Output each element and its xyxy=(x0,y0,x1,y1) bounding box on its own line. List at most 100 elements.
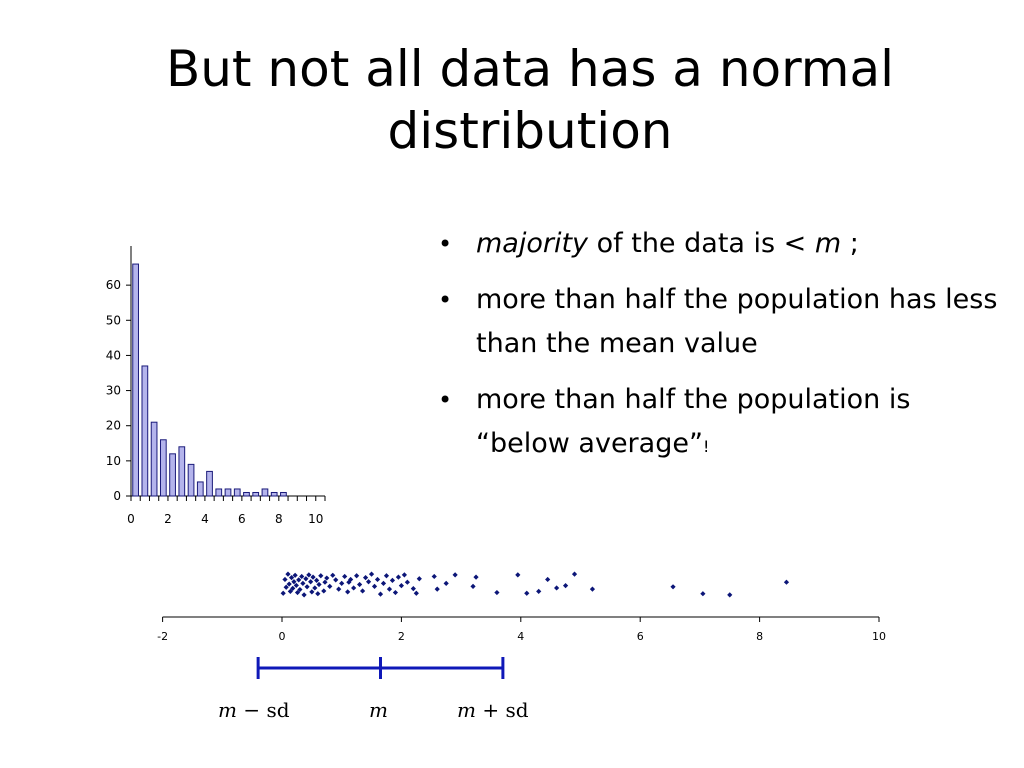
scatter-point xyxy=(589,586,596,592)
histogram-y-tick-label: 20 xyxy=(106,419,121,433)
scatter-point xyxy=(312,585,318,591)
scatter-point xyxy=(389,577,396,583)
scatter-point xyxy=(524,590,530,596)
bullet-dot: • xyxy=(438,386,453,414)
scatter-point xyxy=(346,579,352,585)
scatter-point xyxy=(342,573,348,580)
scatter-point xyxy=(318,573,324,579)
label-m-plus-sd: m + sd xyxy=(457,698,529,722)
scatter-point xyxy=(301,592,307,598)
scatter-point xyxy=(327,583,333,589)
scatter-point xyxy=(536,588,542,594)
histogram-bar xyxy=(233,488,241,497)
scatter-point xyxy=(452,572,458,578)
scatter-point xyxy=(670,584,676,590)
histogram-bar xyxy=(261,488,269,497)
histogram-x-tick-label: 0 xyxy=(127,512,135,526)
histogram-bar xyxy=(150,421,158,497)
scatter-x-tick-label: -2 xyxy=(157,630,168,643)
scatter-point xyxy=(374,576,381,583)
histogram-bar xyxy=(178,446,186,497)
scatter-point xyxy=(365,579,372,585)
scatter-point xyxy=(324,575,330,581)
scatter-point xyxy=(336,586,342,592)
histogram-bar xyxy=(206,470,213,497)
scatter-point xyxy=(700,591,706,597)
scatter-point xyxy=(431,573,437,580)
scatter-x-tick-label: 10 xyxy=(872,630,886,643)
scatter-point xyxy=(494,589,500,596)
histogram-y-tick-label: 40 xyxy=(106,348,121,362)
scatter-point xyxy=(291,579,297,585)
histogram-bar xyxy=(280,491,287,497)
bullet-tail: ; xyxy=(841,228,859,259)
scatter-point xyxy=(395,574,402,580)
histogram-bar xyxy=(252,491,260,497)
scatter-x-tick-label: 0 xyxy=(279,630,286,643)
scatter-point xyxy=(339,580,345,586)
scatter-point xyxy=(304,584,310,590)
histogram-y-tick-label: 10 xyxy=(106,454,121,468)
histogram-bar xyxy=(159,439,167,497)
label-plus-sd-text: + sd xyxy=(475,698,529,722)
scatter-point xyxy=(359,588,366,594)
scatter-point xyxy=(309,589,315,595)
label-m-mean: m xyxy=(369,698,388,722)
scatter-point xyxy=(314,577,320,583)
bullet-dot: • xyxy=(438,230,453,258)
bullet-exclamation: ! xyxy=(702,437,710,456)
scatter-point xyxy=(398,583,404,589)
label-minus-sd-text: − sd xyxy=(236,698,290,722)
label-m-symbol: m xyxy=(457,698,476,722)
scatter-point xyxy=(316,581,322,588)
scatter-point xyxy=(308,579,314,585)
bullet-text: of the data is < xyxy=(588,228,815,259)
scatter-point xyxy=(470,583,476,589)
histogram-bar xyxy=(187,463,195,497)
scatter-x-tick-label: 2 xyxy=(398,630,405,643)
histogram-bar xyxy=(141,365,149,497)
scatter-point xyxy=(330,572,336,578)
scatter-point xyxy=(562,583,569,589)
scatter-point xyxy=(348,576,354,583)
label-m-symbol: m xyxy=(218,698,237,722)
bullet-text: more than half the population has less t… xyxy=(476,284,998,359)
scatter-point xyxy=(294,589,301,596)
histogram-bar xyxy=(196,481,204,497)
scatter-point xyxy=(727,592,733,598)
scatter-point xyxy=(310,574,316,580)
label-m-symbol: m xyxy=(369,698,388,722)
scatter-point xyxy=(404,579,410,585)
scatter-point xyxy=(783,579,790,585)
scatter-point xyxy=(288,575,295,581)
scatter-point xyxy=(351,585,357,591)
scatter-point xyxy=(290,585,296,592)
label-m-minus-sd: m − sd xyxy=(218,698,290,722)
scatter-x-tick-label: 6 xyxy=(637,630,644,643)
histogram-y-tick-label: 60 xyxy=(106,278,121,292)
scatter-point xyxy=(280,590,286,596)
scatter-point xyxy=(285,571,291,577)
histogram-y-tick-label: 30 xyxy=(106,384,121,398)
scatter-point xyxy=(315,591,321,597)
scatter-point xyxy=(303,576,309,582)
scatter-point xyxy=(287,588,293,594)
scatter-point xyxy=(392,589,399,596)
histogram-bar xyxy=(270,491,278,497)
histogram-bar xyxy=(215,488,223,497)
scatter-point xyxy=(545,576,551,583)
scatter-point xyxy=(383,573,390,579)
scatter-point xyxy=(362,575,369,581)
histogram-y-tick-label: 50 xyxy=(106,313,121,327)
histogram-x-tick-label: 4 xyxy=(201,512,209,526)
scatter-point xyxy=(571,571,578,577)
scatter-point xyxy=(413,590,419,596)
scatter-point xyxy=(473,574,479,580)
scatter-point xyxy=(321,588,327,594)
scatter-point xyxy=(368,571,375,577)
scatter-point xyxy=(333,577,339,583)
scatter-point xyxy=(282,576,288,583)
scatter-point xyxy=(380,580,387,586)
scatter-point xyxy=(296,577,302,583)
